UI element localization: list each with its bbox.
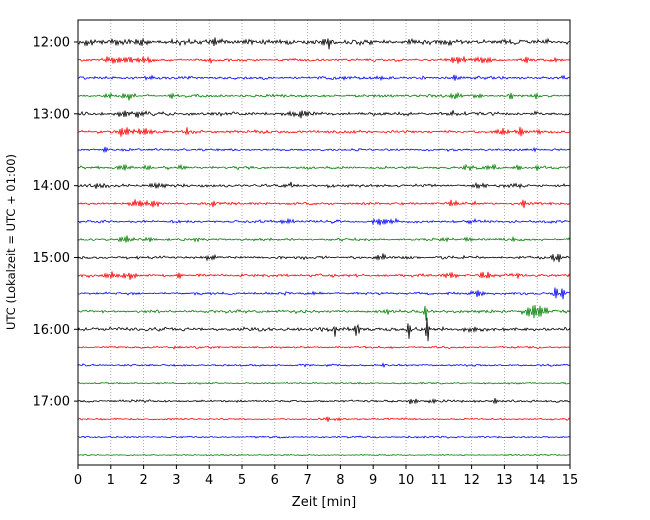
grid-lines	[77, 20, 571, 465]
x-tick-label: 13	[496, 473, 513, 488]
x-tick-label: 12	[463, 473, 480, 488]
y-tick-label: 15:00	[33, 251, 70, 266]
x-tick-label: 7	[303, 473, 311, 488]
x-tick-label: 0	[74, 473, 82, 488]
trace-row	[78, 110, 570, 119]
trace-row	[78, 287, 570, 300]
trace-row	[78, 304, 570, 321]
y-axis-ticks: 12:00 13:00 14:00 15:00 16:00 17:00	[33, 36, 78, 410]
trace-lines	[78, 37, 570, 457]
x-tick-label: 5	[238, 473, 246, 488]
trace-row	[78, 74, 570, 82]
y-tick-label: 12:00	[33, 36, 70, 51]
y-tick-label: 16:00	[33, 323, 70, 338]
y-tick-label: 17:00	[33, 395, 70, 410]
trace-row	[78, 416, 570, 422]
trace-row	[78, 435, 570, 439]
trace-row	[78, 271, 570, 280]
y-tick-label: 14:00	[33, 179, 70, 194]
x-tick-label: 15	[562, 473, 579, 488]
trace-row	[78, 146, 570, 154]
x-tick-label: 9	[369, 473, 377, 488]
trace-row	[78, 317, 570, 342]
x-tick-label: 3	[172, 473, 180, 488]
trace-row	[78, 453, 570, 457]
x-tick-label: 1	[107, 473, 115, 488]
x-axis-ticks: 0 1 2 3 4 5 6 7 8 9 10 11 12 13 14 15	[74, 465, 578, 488]
trace-row	[78, 398, 570, 405]
plot-border	[77, 19, 571, 466]
trace-row	[78, 163, 570, 171]
trace-row	[78, 181, 570, 190]
x-tick-label: 4	[205, 473, 213, 488]
x-tick-label: 2	[139, 473, 147, 488]
trace-row	[78, 362, 570, 369]
y-tick-label: 13:00	[33, 107, 70, 122]
x-tick-label: 8	[336, 473, 344, 488]
trace-row	[78, 199, 570, 209]
x-axis-label: Zeit [min]	[292, 495, 356, 510]
trace-row	[78, 55, 570, 65]
y-axis-label: UTC (Lokalzeit = UTC + 01:00)	[4, 154, 18, 330]
x-tick-label: 10	[398, 473, 415, 488]
trace-row	[78, 126, 570, 137]
trace-row	[78, 217, 570, 226]
trace-row	[78, 91, 570, 101]
trace-row	[78, 381, 570, 385]
trace-row	[78, 235, 570, 243]
trace-row	[78, 253, 570, 263]
x-tick-label: 11	[431, 473, 448, 488]
trace-row	[78, 37, 570, 50]
x-tick-label: 6	[271, 473, 279, 488]
x-tick-label: 14	[529, 473, 546, 488]
trace-row	[78, 345, 570, 350]
